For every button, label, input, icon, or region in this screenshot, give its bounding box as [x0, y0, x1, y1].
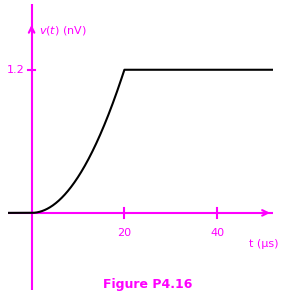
- Text: 1.2: 1.2: [7, 65, 25, 75]
- Text: Figure P4.16: Figure P4.16: [103, 278, 192, 291]
- Text: 20: 20: [117, 228, 131, 238]
- Text: 40: 40: [210, 228, 224, 238]
- Text: $v(t)$ (nV): $v(t)$ (nV): [39, 24, 86, 38]
- Text: t (μs): t (μs): [249, 239, 278, 249]
